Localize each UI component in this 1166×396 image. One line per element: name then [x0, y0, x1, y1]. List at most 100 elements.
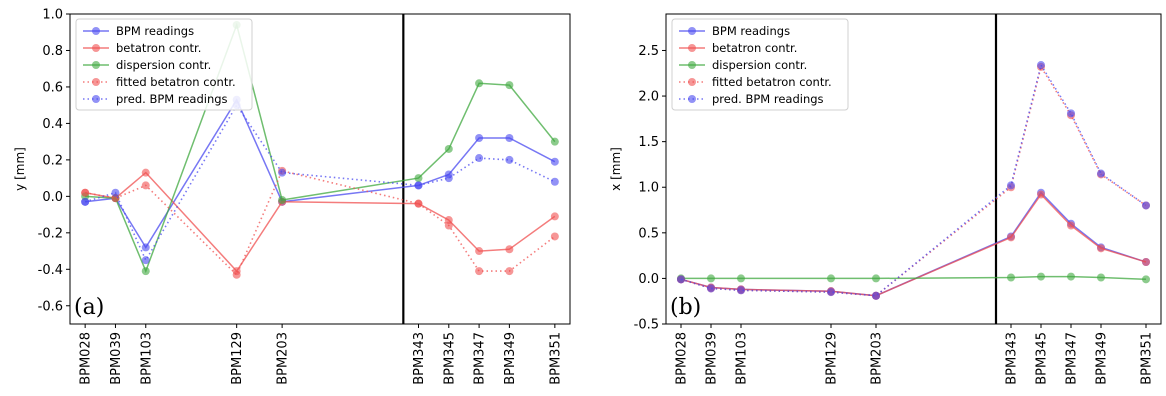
- legend-label: fitted betatron contr.: [712, 75, 832, 89]
- data-point: [505, 245, 514, 254]
- series-line-2: [680, 193, 1147, 297]
- data-point: [141, 256, 150, 265]
- series-line-3: [681, 275, 1147, 281]
- legend-label: betatron contr.: [116, 41, 201, 55]
- x-tick-label: BPM349: [1095, 332, 1110, 385]
- data-point: [1097, 273, 1105, 282]
- x-tick-label: BPM343: [412, 332, 427, 385]
- x-tick-label: BPM347: [473, 332, 488, 385]
- x-tick-label: BPM349: [503, 332, 518, 385]
- x-tick-label: BPM347: [1065, 332, 1080, 385]
- data-point: [1037, 61, 1045, 70]
- data-point: [505, 267, 514, 276]
- data-point: [232, 270, 241, 279]
- data-point: [475, 154, 484, 163]
- panel-label: (b): [670, 295, 701, 320]
- legend-marker: [92, 44, 100, 52]
- panel-b: -0.5 0.0 0.5 1.0 1.5 2.0 2.5 x [mm] BPM028 BPM039…: [609, 13, 1162, 385]
- data-point: [278, 196, 287, 204]
- data-point: [81, 188, 90, 197]
- x-tick-label: BPM103: [139, 332, 154, 385]
- data-point: [550, 212, 559, 221]
- data-point: [141, 181, 150, 190]
- data-point: [1067, 221, 1075, 230]
- y-tick-label: 0.0: [638, 272, 659, 287]
- x-tick-label: BPM351: [1140, 332, 1155, 385]
- data-point: [1007, 273, 1015, 282]
- data-point: [475, 134, 484, 142]
- y-tick-label: 1.0: [638, 181, 659, 196]
- y-tick-label: 2.5: [638, 44, 659, 59]
- x-tick-label: BPM028: [79, 332, 94, 385]
- x-tick-label: BPM039: [109, 332, 124, 385]
- data-point: [1142, 201, 1150, 210]
- data-point: [505, 155, 514, 164]
- y-tick-label: 1.5: [638, 135, 659, 150]
- legend-marker: [92, 78, 100, 86]
- y-tick-label: 2.0: [638, 90, 659, 105]
- data-point: [550, 137, 559, 146]
- y-tick-label: 0.2: [42, 153, 63, 168]
- legend-label: fitted betatron contr.: [116, 75, 236, 89]
- data-point: [707, 274, 715, 283]
- data-point: [872, 291, 880, 300]
- data-point: [1037, 190, 1045, 199]
- legend-label: BPM readings: [712, 24, 790, 38]
- y-tick-label: 1.0: [42, 8, 63, 23]
- legend-marker: [688, 61, 696, 69]
- data-point: [827, 288, 835, 297]
- data-point: [141, 243, 150, 252]
- legend-marker: [688, 78, 696, 86]
- data-point: [475, 247, 484, 256]
- x-tick-label: BPM351: [548, 332, 563, 385]
- legend-marker: [688, 44, 696, 52]
- y-axis-label: y [mm]: [13, 147, 27, 191]
- data-point: [414, 199, 423, 208]
- data-point: [550, 232, 559, 241]
- legend-marker: [92, 27, 100, 35]
- data-point: [475, 267, 484, 276]
- data-point: [505, 134, 514, 142]
- x-tick-label: BPM203: [276, 332, 291, 385]
- data-point: [1007, 181, 1015, 190]
- data-point: [550, 157, 559, 166]
- x-tick-label: BPM129: [230, 332, 245, 385]
- data-point: [1037, 272, 1045, 281]
- legend-label: pred. BPM readings: [712, 92, 824, 106]
- x-tick-label: BPM103: [735, 332, 750, 385]
- y-tick-label: 0.8: [42, 44, 63, 59]
- series-line-4: [85, 169, 556, 277]
- y-tick-label: 0.6: [42, 80, 63, 95]
- data-point: [444, 144, 453, 153]
- y-tick-label: 0.5: [638, 226, 659, 241]
- data-point: [81, 197, 90, 206]
- data-point: [737, 286, 745, 295]
- data-point: [414, 174, 423, 183]
- series-line-5: [84, 103, 556, 262]
- legend-marker: [92, 95, 100, 103]
- data-point: [677, 275, 685, 284]
- data-point: [414, 181, 423, 190]
- x-tick-label: BPM129: [825, 332, 840, 385]
- series-line-5: [680, 63, 1147, 297]
- data-point: [1007, 233, 1015, 242]
- y-tick-label: -0.4: [38, 263, 63, 278]
- data-point: [1067, 272, 1075, 281]
- y-tick-label: -0.5: [634, 318, 659, 333]
- data-point: [707, 284, 715, 293]
- panel-label: (a): [74, 295, 104, 320]
- legend-label: dispersion contr.: [116, 58, 211, 72]
- legend-box: [671, 18, 849, 111]
- y-tick-label: 0.4: [42, 117, 63, 132]
- y-axis-label: x [mm]: [609, 147, 623, 191]
- legend-marker: [688, 95, 696, 103]
- x-tick-label: BPM203: [870, 332, 885, 385]
- x-tick-label: BPM345: [442, 332, 457, 385]
- x-tick-label: BPM345: [1035, 332, 1050, 385]
- legend-label: BPM readings: [116, 24, 194, 38]
- legend-label: betatron contr.: [712, 41, 797, 55]
- y-tick-label: -0.2: [38, 226, 63, 241]
- series-line-2: [85, 171, 556, 273]
- y-tick-label: -0.6: [38, 299, 63, 314]
